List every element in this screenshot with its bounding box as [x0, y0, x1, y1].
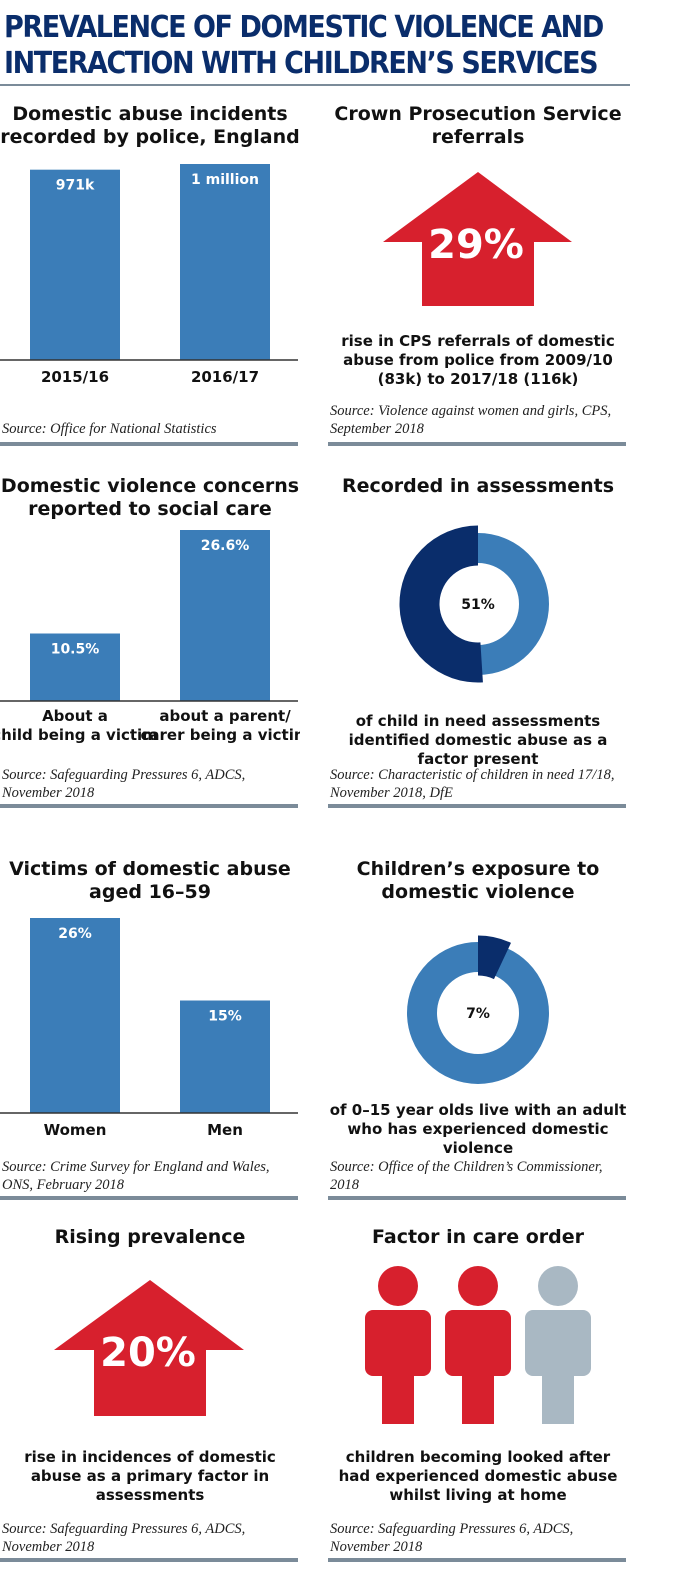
main-title: PREVALENCE OF DOMESTIC VIOLENCE AND INTE… [4, 10, 604, 81]
panel-rule [0, 1558, 298, 1562]
panel-rule [0, 442, 298, 446]
category-label: About a [42, 707, 108, 725]
panel-social-care: Domestic violence concerns reported to s… [0, 472, 300, 812]
data-label: 51% [461, 597, 495, 613]
donut-chart-assessments: 51% [399, 525, 549, 683]
data-label: 1 million [191, 172, 259, 188]
category-label: carer being a victim [141, 726, 301, 744]
arrow-up-icon: 29% [383, 172, 572, 306]
panel-rising: Rising prevalence 20% rise in incidences… [0, 1226, 300, 1586]
data-label: 26.6% [201, 538, 250, 554]
panel-title: Victims of domestic abuse aged 16–59 [9, 858, 291, 903]
people-icons [365, 1266, 591, 1424]
panel-rule [328, 804, 626, 808]
panel-cps-referrals: Crown Prosecution Service referrals 29% … [328, 100, 628, 450]
caption-text: rise in incidences of domestic abuse as … [24, 1448, 276, 1504]
bar [30, 633, 120, 701]
panel-exposure: Children’s exposure to domestic violence… [328, 855, 628, 1205]
category-label: 2015/16 [41, 368, 109, 386]
category-label: child being a victim [0, 726, 158, 744]
caption-text: rise in CPS referrals of domestic abuse … [341, 332, 615, 388]
person-icon [445, 1266, 511, 1424]
source-text: Source: Crime Survey for England and Wal… [2, 1159, 270, 1193]
bar [180, 1000, 270, 1113]
source-text: Source: Violence against women and girls… [330, 403, 612, 437]
panel-title: Factor in care order [372, 1226, 584, 1248]
panel-title: Crown Prosecution Service referrals [334, 103, 622, 148]
panel-rule [328, 1558, 626, 1562]
panel-rule [0, 1196, 298, 1200]
category-label: 2016/17 [191, 368, 259, 386]
source-text: Source: Office of the Children’s Commiss… [330, 1159, 603, 1193]
source-text: Source: Safeguarding Pressures 6, ADCS, … [2, 767, 246, 801]
source-text: Source: Office for National Statistics [2, 421, 217, 437]
caption-text: of 0–15 year olds live with an adult who… [329, 1101, 627, 1157]
category-label: Men [207, 1121, 243, 1139]
panel-title: Children’s exposure to domestic violence [356, 858, 600, 903]
panel-title: Rising prevalence [54, 1226, 246, 1248]
bar [30, 918, 120, 1113]
bar-chart-victims: 26% Women 15% Men [0, 918, 298, 1139]
source-text: Source: Safeguarding Pressures 6, ADCS, … [2, 1521, 246, 1555]
donut-slice-highlight [478, 935, 511, 980]
source-text: Source: Safeguarding Pressures 6, ADCS, … [330, 1521, 574, 1555]
data-label: 7% [466, 1006, 490, 1022]
donut-slice-highlight [399, 525, 483, 683]
panel-assessments: Recorded in assessments 51% of child in … [328, 472, 628, 812]
person-icon [525, 1266, 591, 1424]
category-label: about a parent/ [159, 707, 291, 725]
panel-title: Domestic violence concerns reported to s… [0, 475, 300, 520]
donut-chart-exposure: 7% [407, 935, 549, 1084]
bar [180, 164, 270, 360]
bar-chart-police: 971k 2015/16 1 million 2016/17 [0, 164, 298, 386]
panel-rule [0, 804, 298, 808]
panel-care-order: Factor in care order children becoming l… [328, 1226, 628, 1586]
bar [30, 169, 120, 360]
bar [180, 530, 270, 701]
person-icon [365, 1266, 431, 1424]
data-label: 971k [56, 178, 95, 194]
data-label: 29% [428, 222, 524, 268]
panel-police-incidents: Domestic abuse incidents recorded by pol… [0, 100, 300, 450]
category-label: Women [44, 1121, 107, 1139]
panel-title: Domestic abuse incidents recorded by pol… [0, 103, 300, 148]
arrow-up-icon: 20% [54, 1280, 244, 1416]
data-label: 26% [58, 926, 92, 942]
panel-title: Recorded in assessments [341, 475, 615, 497]
panel-rule [328, 1196, 626, 1200]
source-text: Source: Characteristic of children in ne… [330, 767, 615, 801]
title-rule [0, 84, 630, 86]
caption-text: children becoming looked after had exper… [338, 1448, 618, 1504]
data-label: 15% [208, 1009, 242, 1025]
panel-victims: Victims of domestic abuse aged 16–59 26%… [0, 855, 300, 1205]
data-label: 10.5% [51, 642, 100, 658]
caption-text: of child in need assessments identified … [348, 712, 608, 768]
data-label: 20% [100, 1330, 196, 1376]
panel-rule [328, 442, 626, 446]
